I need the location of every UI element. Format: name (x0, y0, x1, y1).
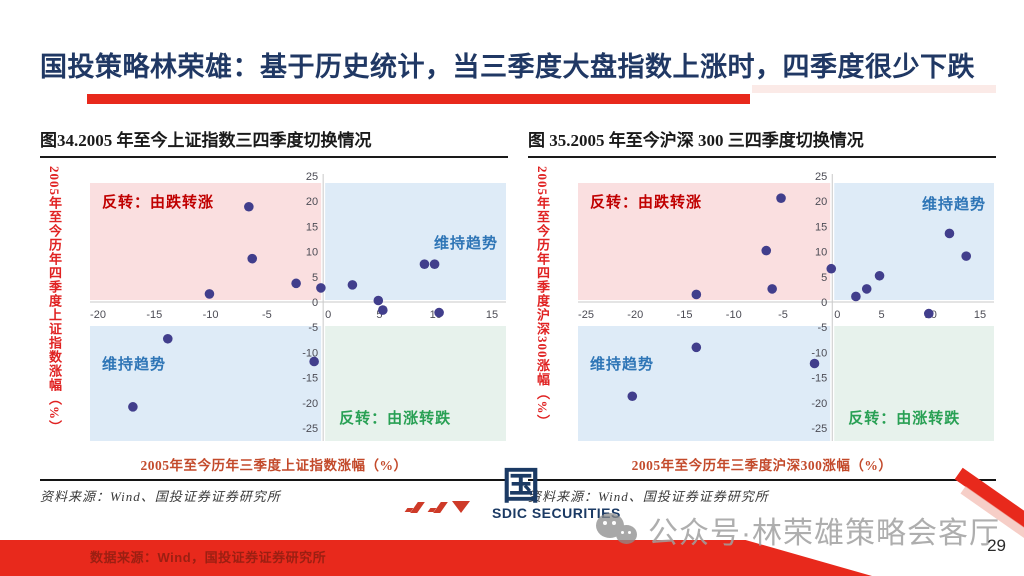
svg-text:10: 10 (306, 247, 318, 259)
svg-text:0: 0 (312, 297, 318, 309)
y-axis-label: 2005年至今历年四季度上证指数涨幅（%） (47, 166, 62, 434)
svg-text:维持趋势: 维持趋势 (102, 355, 166, 373)
svg-text:-10: -10 (302, 347, 318, 359)
logo-accent-marks (404, 501, 470, 513)
svg-text:-20: -20 (811, 398, 827, 410)
svg-text:20: 20 (815, 196, 827, 208)
svg-text:0: 0 (325, 309, 331, 321)
x-axis-label: 2005年至今历年三季度上证指数涨幅（%） (140, 458, 408, 473)
svg-text:-20: -20 (90, 309, 106, 321)
logo-triangle-icon (452, 501, 470, 513)
watermark: 公众号·林荣雄策略会客厅 (596, 508, 1000, 552)
svg-text:-15: -15 (811, 373, 827, 385)
svg-text:-15: -15 (146, 309, 162, 321)
figure-title: 图34.2005 年至今上证指数三四季度切换情况 (40, 126, 508, 158)
bottom-banner: 数据来源：Wind，国投证券证券研究所 (0, 540, 872, 576)
svg-text:反转：由跌转涨: 反转：由跌转涨 (102, 193, 214, 211)
title-accent-bar (87, 94, 750, 104)
svg-text:反转：由跌转涨: 反转：由跌转涨 (590, 193, 702, 211)
svg-text:5: 5 (312, 272, 318, 284)
y-axis-label: 2005年至今历年四季度沪深300涨幅（%） (535, 166, 550, 429)
svg-text:20: 20 (306, 196, 318, 208)
svg-text:25: 25 (815, 171, 827, 183)
svg-text:-20: -20 (627, 309, 643, 321)
svg-text:5: 5 (376, 309, 382, 321)
svg-text:-15: -15 (677, 309, 693, 321)
svg-text:15: 15 (974, 309, 986, 321)
svg-text:-25: -25 (302, 423, 318, 435)
watermark-text: 公众号·林荣雄策略会客厅 (648, 517, 1000, 550)
svg-text:25: 25 (306, 171, 318, 183)
page-title: 国投策略林荣雄：基于历史统计，当三季度大盘指数上涨时，四季度很少下跌 (40, 52, 975, 82)
scatter-chart-sse: -20-15-10-50510152520151050-5-10-15-20-2… (90, 171, 506, 441)
svg-text:维持趋势: 维持趋势 (590, 355, 654, 373)
svg-text:维持趋势: 维持趋势 (922, 195, 986, 213)
svg-text:15: 15 (306, 221, 318, 233)
svg-text:-5: -5 (262, 309, 272, 321)
wechat-icon (596, 511, 640, 549)
figure-csi300-quarter-switch: 图 35.2005 年至今沪深 300 三四季度切换情况 2005年至今历年四季… (528, 126, 996, 505)
figure-sse-quarter-switch: 图34.2005 年至今上证指数三四季度切换情况 2005年至今历年四季度上证指… (40, 126, 508, 505)
svg-text:-10: -10 (203, 309, 219, 321)
svg-text:-10: -10 (811, 347, 827, 359)
sdic-logo-glyph: 国投 (502, 466, 540, 508)
svg-text:0: 0 (834, 309, 840, 321)
scatter-chart-csi300: -25-20-15-10-50510152520151050-5-10-15-2… (578, 171, 994, 441)
logo-slash-icon (427, 501, 448, 513)
svg-text:-25: -25 (811, 423, 827, 435)
sdic-logo-wordmark: SDIC SECURITIES (492, 505, 621, 521)
svg-text:维持趋势: 维持趋势 (434, 234, 498, 252)
svg-text:-20: -20 (302, 398, 318, 410)
banner-source-text: 数据来源：Wind，国投证券证券研究所 (90, 550, 327, 565)
svg-text:15: 15 (815, 221, 827, 233)
svg-text:-10: -10 (726, 309, 742, 321)
svg-text:反转：由涨转跌: 反转：由涨转跌 (339, 409, 451, 427)
svg-text:5: 5 (821, 272, 827, 284)
svg-text:反转：由涨转跌: 反转：由涨转跌 (848, 409, 960, 427)
svg-text:5: 5 (878, 309, 884, 321)
logo-slash-icon (404, 501, 425, 513)
figure-source-note: 资料来源：Wind、国投证券证券研究所 (40, 479, 508, 505)
figure-source-note: 资料来源：Wind、国投证券证券研究所 (528, 479, 996, 505)
page-number: 29 (987, 536, 1006, 555)
svg-text:0: 0 (821, 297, 827, 309)
title-accent-bar-faint (752, 85, 996, 93)
svg-text:-5: -5 (778, 309, 788, 321)
svg-text:15: 15 (486, 309, 498, 321)
svg-text:-25: -25 (578, 309, 594, 321)
svg-text:-15: -15 (302, 373, 318, 385)
svg-text:-5: -5 (308, 322, 318, 334)
svg-text:10: 10 (815, 247, 827, 259)
svg-text:-5: -5 (817, 322, 827, 334)
figure-title: 图 35.2005 年至今沪深 300 三四季度切换情况 (528, 126, 996, 158)
x-axis-label: 2005年至今历年三季度沪深300涨幅（%） (631, 458, 893, 473)
